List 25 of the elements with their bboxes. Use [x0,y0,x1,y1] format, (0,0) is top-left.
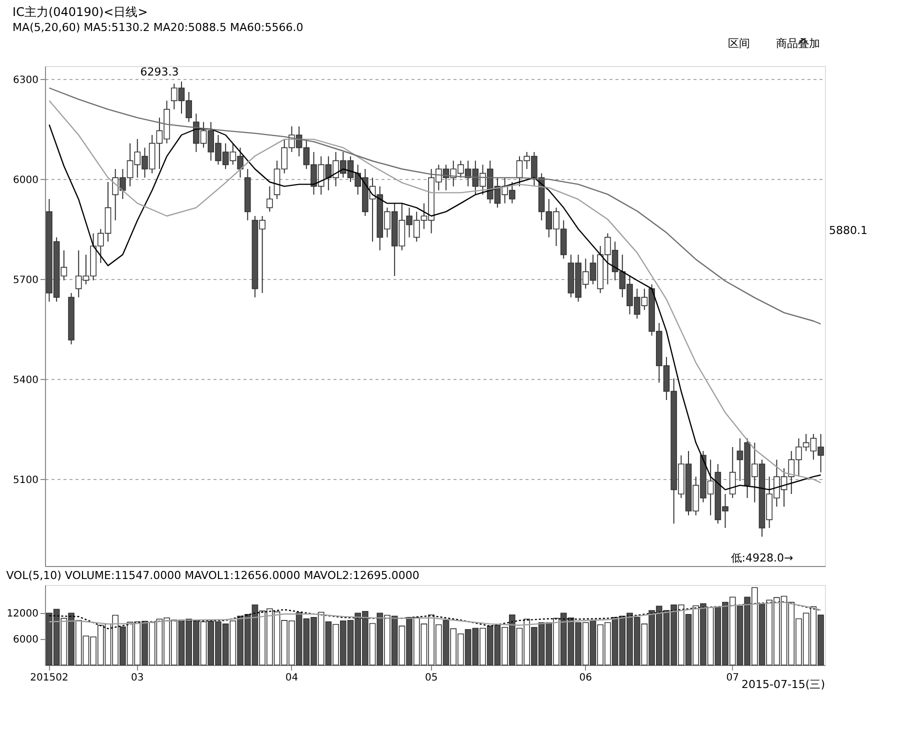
chart-title: VOL(5,10) VOLUME:11547.0000 MAVOL1:12656.0000 MAVOL2:12695.0000 [6,569,420,582]
y-tick-label: 5400 [13,374,38,386]
x-tick-label: 06 [579,672,592,684]
y-tick-label: 5100 [13,474,38,486]
y-tick-label: 6000 [13,634,38,646]
text: 区间 [728,37,750,50]
y-tick-label: 6000 [13,174,38,186]
x-tick-label: 04 [285,672,298,684]
annotation: 低:4928.0→ [730,552,794,565]
annotation: 6293.3 [140,66,179,79]
x-tick-label: 07 [726,672,739,684]
x-tick-label: 05 [424,672,438,684]
chart-subtitle: MA(5,20,60) MA5:5130.2 MA20:5088.5 MA60:5566.0 [12,21,304,34]
chart-title: IC主力(040190)<日线> [12,5,148,19]
candlestick [266,186,273,212]
x-tick-label: 201502 [30,672,68,684]
candlestick [729,446,736,498]
text: 5880.1 [829,224,868,237]
y-tick-label: 12000 [6,608,38,620]
text: 商品叠加 [776,37,820,50]
x-tick-label: 03 [131,672,144,684]
y-tick-label: 6300 [13,74,38,86]
line-series [48,87,822,325]
y-tick-label: 5700 [13,274,38,286]
text: 2015-07-15(三) [741,678,825,691]
